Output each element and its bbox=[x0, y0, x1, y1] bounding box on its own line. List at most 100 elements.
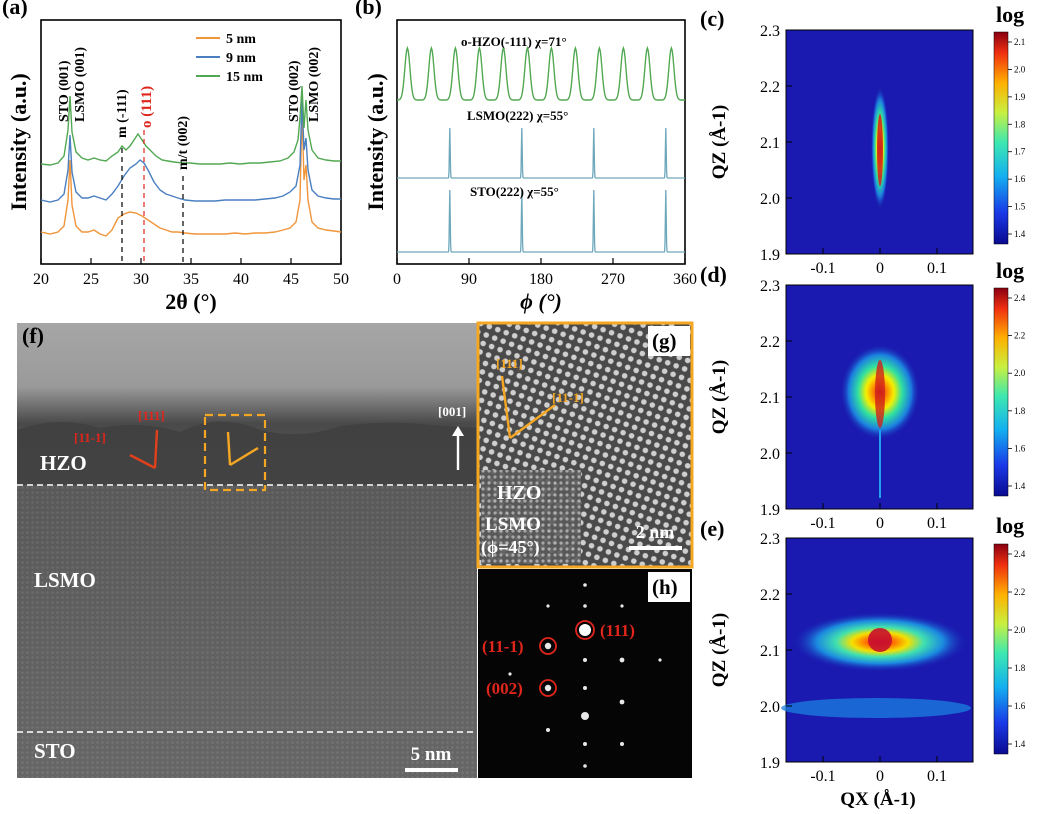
colorbar-tick-label: 2.0 bbox=[1014, 64, 1026, 74]
rsm-e-colorbar-ticks: 1.4 1.6 1.8 2.0 2.2 2.4 bbox=[1008, 549, 1026, 749]
panel-b-xticks: 0 90 180 270 360 bbox=[393, 258, 697, 288]
panel-h-label: (h) bbox=[652, 575, 678, 599]
rsm-ytick-label: 2.3 bbox=[760, 23, 780, 40]
rsm-d-yticks: 1.9 2.0 2.1 2.2 2.3 bbox=[760, 278, 792, 519]
rsm-ytick-label: 2.3 bbox=[760, 278, 780, 295]
legend-label-9nm: 9 nm bbox=[226, 51, 256, 66]
panel-b-xtick-label: 360 bbox=[673, 271, 697, 288]
rsm-e-xlabel: QX (Å-1) bbox=[840, 789, 915, 810]
rsm-c-ylabel: QZ (Å-1) bbox=[709, 105, 730, 179]
panel-b: (b) Intensity (a.u.) ϕ (°) 0 90 180 270 360 … bbox=[355, 0, 697, 314]
panel-a-xtick-label: 40 bbox=[233, 271, 249, 288]
rsm-c-xticks: -0.1 0 0.1 bbox=[810, 248, 947, 277]
panel-h-label-bg bbox=[648, 572, 690, 602]
panel-d-label: (d) bbox=[700, 262, 727, 287]
scalebar-f-label: 5 nm bbox=[411, 744, 452, 765]
rsm-xtick-label: 0 bbox=[876, 768, 884, 785]
arrow-001-head bbox=[452, 426, 464, 436]
rsm-ytick-label: 2.1 bbox=[760, 643, 780, 660]
scalebar-g-label: 2 nm bbox=[636, 522, 675, 542]
hzo-label-g: HZO bbox=[497, 482, 541, 504]
lsmo-region-g bbox=[481, 470, 581, 564]
lsmo-phi-trace bbox=[397, 127, 685, 179]
colorbar-tick-label: 1.4 bbox=[1014, 229, 1026, 239]
mt002-label: m/t (002) bbox=[176, 116, 191, 170]
rsm-ytick-label: 1.9 bbox=[760, 502, 780, 519]
rsm-xtick-label: -0.1 bbox=[810, 260, 835, 277]
rsm-ytick-label: 2.0 bbox=[760, 446, 780, 463]
rsm-ytick-label: 2.0 bbox=[760, 699, 780, 716]
rsm-e-xticks: -0.1 0 0.1 bbox=[810, 756, 947, 785]
panel-b-xtick-label: 270 bbox=[601, 271, 625, 288]
panel-a-frame bbox=[40, 19, 342, 265]
fft-11-1-circle bbox=[539, 637, 557, 655]
arrow-111-box bbox=[226, 431, 232, 466]
fft-11-1-label: (11-1) bbox=[482, 637, 524, 656]
dir-111-f: [111] bbox=[138, 408, 165, 423]
rsm-xtick-label: 0.1 bbox=[927, 260, 947, 277]
lsmo-layer-label: LSMO bbox=[34, 568, 96, 592]
rsm-d-core bbox=[875, 360, 885, 428]
fft-111-label: (111) bbox=[600, 621, 635, 640]
colorbar-tick-label: 2.2 bbox=[1014, 331, 1025, 341]
colorbar-tick-label: 1.6 bbox=[1014, 701, 1026, 711]
rsm-d-colorbar bbox=[993, 287, 1009, 497]
fft-spots bbox=[508, 583, 662, 768]
panel-b-xlabel: ϕ (°) bbox=[520, 289, 562, 314]
dir-11-1-f: [11-1] bbox=[74, 430, 106, 445]
rsm-c-core bbox=[877, 114, 883, 186]
rsm-ytick-label: 2.0 bbox=[760, 191, 780, 208]
panel-c-label: (c) bbox=[700, 6, 724, 31]
colorbar-tick-label: 1.6 bbox=[1014, 174, 1026, 184]
panel-d: (d) 1.9 2.0 2.1 2.2 2.3 -0.1 0 0.1 QZ (Å-1) 1.… bbox=[700, 258, 1026, 532]
panel-a-xtick-label: 20 bbox=[33, 271, 49, 288]
legend-label-15nm: 15 nm bbox=[226, 70, 263, 85]
rsm-e-substrate-streak bbox=[781, 698, 971, 718]
rsm-c-colorbar-ticks: 1.4 1.5 1.6 1.7 1.8 1.9 2.0 2.1 bbox=[1008, 37, 1026, 239]
rsm-ytick-label: 2.1 bbox=[760, 390, 780, 407]
lsmo-trace-label: LSMO(222) χ=55° bbox=[467, 108, 568, 123]
rsm-ytick-label: 1.9 bbox=[760, 247, 780, 264]
rsm-e-core bbox=[868, 628, 892, 652]
colorbar-tick-label: 1.5 bbox=[1014, 202, 1026, 212]
panel-a-ylabel: Intensity (a.u.) bbox=[6, 73, 31, 211]
colorbar-tick-label: 1.6 bbox=[1014, 443, 1026, 453]
panel-a-xtick-label: 45 bbox=[283, 271, 299, 288]
rsm-ytick-label: 2.1 bbox=[760, 135, 780, 152]
hzo-layer-label: HZO bbox=[40, 451, 87, 475]
sto-layer-label: STO bbox=[34, 739, 76, 763]
legend-label-5nm: 5 nm bbox=[226, 32, 256, 47]
fft-002-label: (002) bbox=[486, 679, 523, 698]
rsm-xtick-label: 0 bbox=[876, 260, 884, 277]
panel-e: (e) 1.9 2.0 2.1 2.2 2.3 -0.1 0 0.1 QZ (Å-1) QX… bbox=[700, 513, 1026, 810]
colorbar-tick-label: 2.1 bbox=[1014, 37, 1025, 47]
colorbar-tick-label: 1.7 bbox=[1014, 147, 1026, 157]
sto001-label: STO (001) bbox=[57, 60, 72, 122]
colorbar-tick-label: 2.0 bbox=[1014, 368, 1026, 378]
panel-b-ylabel: Intensity (a.u.) bbox=[363, 73, 388, 211]
panel-a-label: (a) bbox=[2, 0, 28, 19]
colorbar-tick-label: 1.4 bbox=[1014, 739, 1026, 749]
dir-111-g: [111] bbox=[496, 356, 523, 371]
tem-lattice-f bbox=[17, 485, 477, 778]
rsm-c-yticks: 1.9 2.0 2.1 2.2 2.3 bbox=[760, 23, 792, 264]
panel-h: (111) (11-1) (002) (h) bbox=[478, 569, 692, 778]
panel-a-xtick-label: 50 bbox=[333, 271, 349, 288]
rsm-d-colorbar-ticks: 1.4 1.6 1.8 2.0 2.2 2.4 bbox=[1008, 293, 1026, 491]
dir-11-1-g: [11-1] bbox=[552, 390, 584, 405]
colorbar-tick-label: 1.8 bbox=[1014, 406, 1026, 416]
panel-b-xtick-label: 0 bbox=[393, 271, 401, 288]
sto002-label: STO (002) bbox=[287, 60, 302, 122]
hzo-grains bbox=[17, 421, 477, 485]
fft-002-circle bbox=[539, 679, 557, 697]
hzo-phi-trace bbox=[397, 45, 685, 101]
arrow-111-g bbox=[500, 375, 512, 439]
sto-phi-trace bbox=[397, 189, 685, 253]
colorbar-tick-label: 2.2 bbox=[1014, 587, 1025, 597]
panel-a-xtick-label: 35 bbox=[183, 271, 199, 288]
rsm-e-ylabel: QZ (Å-1) bbox=[709, 613, 730, 687]
rsm-d-ylabel: QZ (Å-1) bbox=[709, 360, 730, 434]
panel-b-label: (b) bbox=[355, 0, 382, 19]
o111-label: o (111) bbox=[139, 86, 155, 128]
